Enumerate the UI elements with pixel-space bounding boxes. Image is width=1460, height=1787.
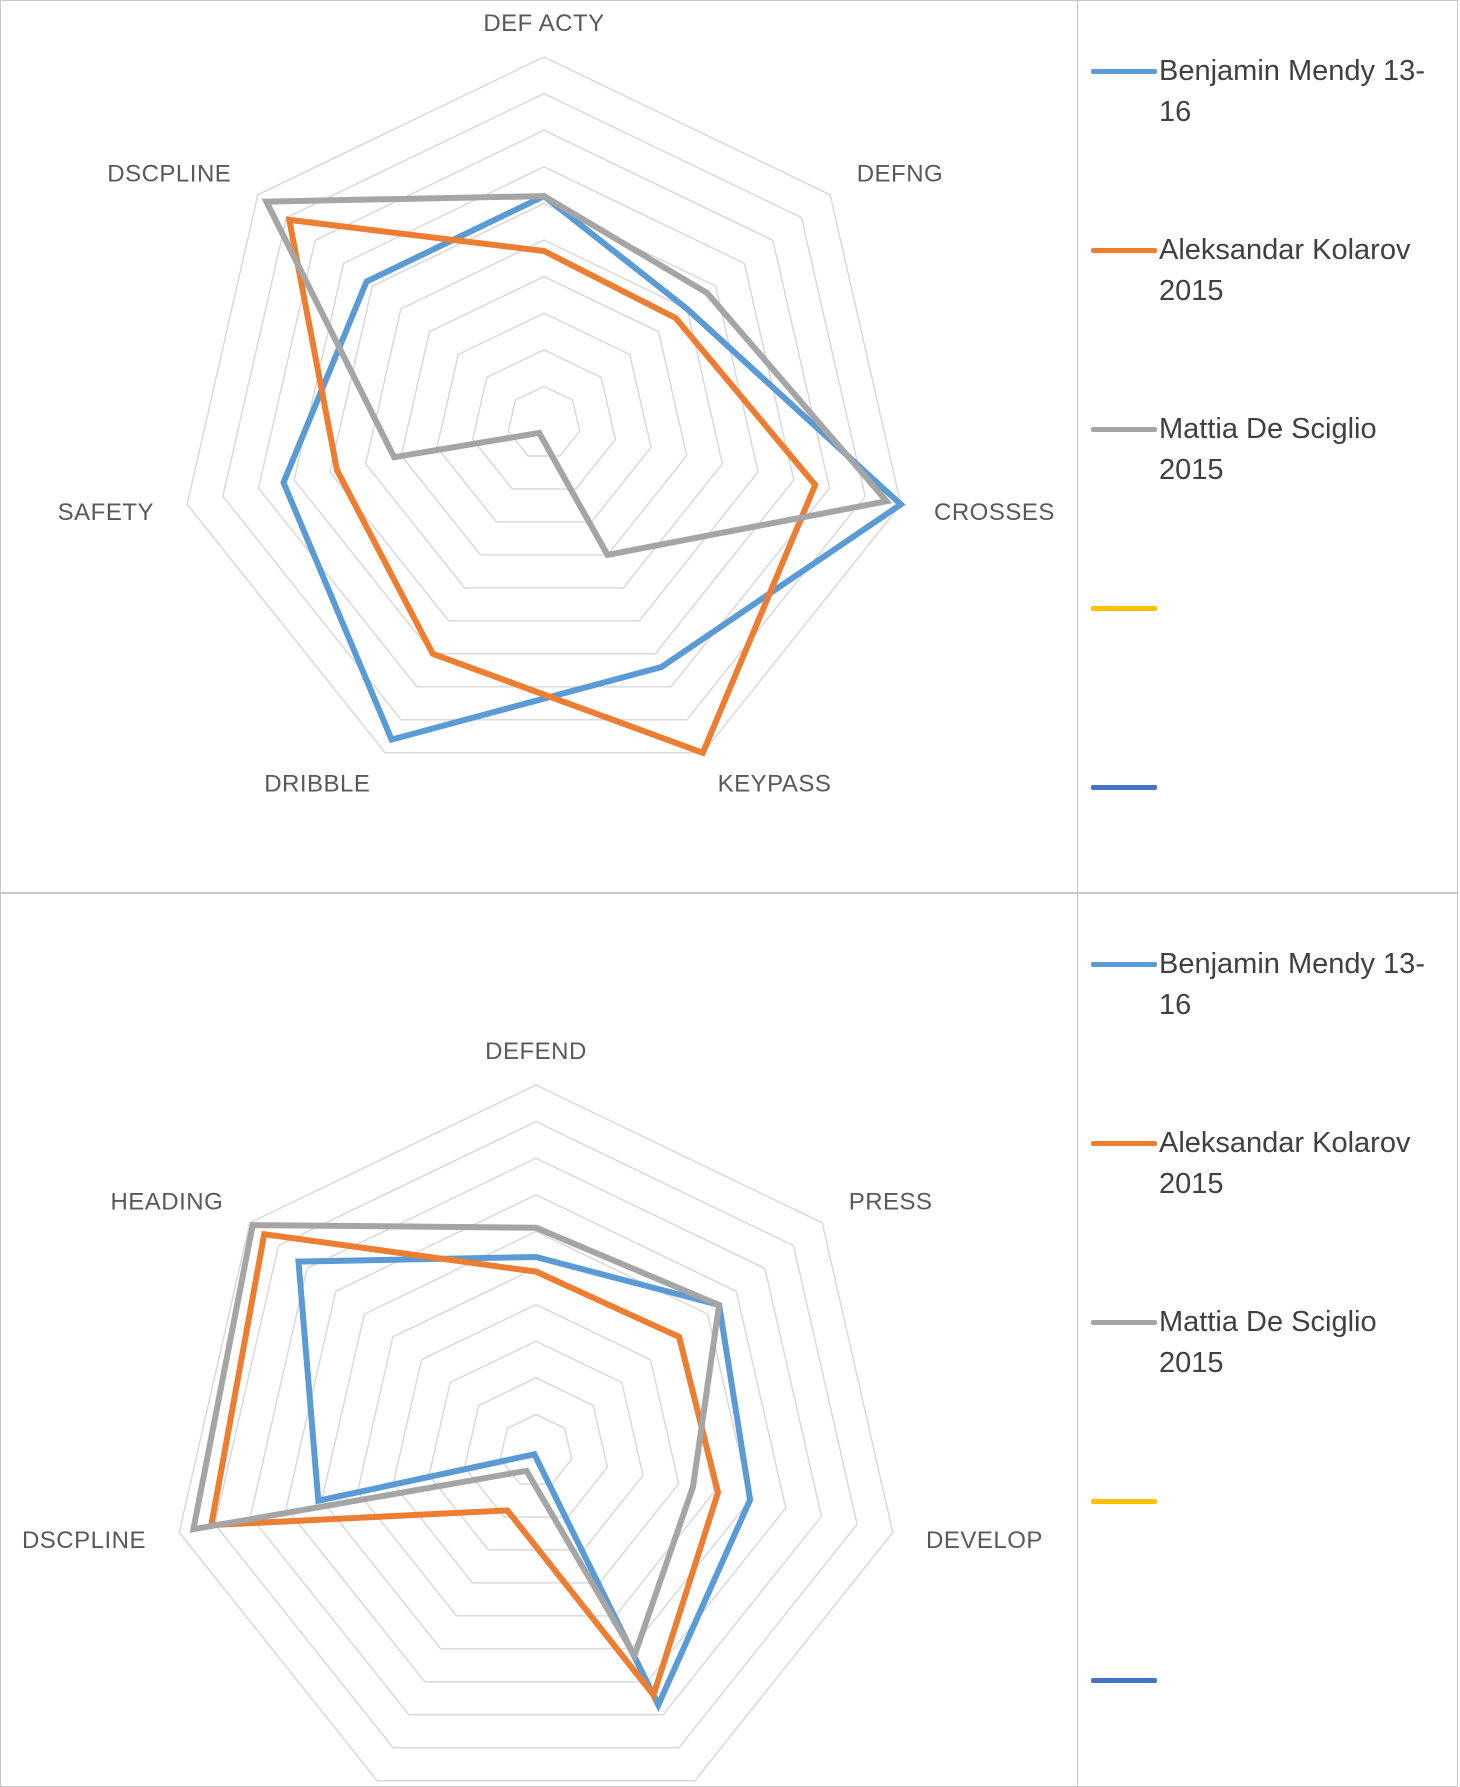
axis-label: DEVELOP	[926, 1527, 1043, 1554]
axis-label: HEADING	[110, 1189, 223, 1216]
legend-label: Aleksandar Kolarov 2015	[1159, 234, 1411, 307]
legend-label: Mattia De Sciglio 2015	[1159, 413, 1377, 486]
axis-label: DRIBBLE	[264, 770, 370, 797]
grid-ring	[186, 56, 902, 754]
series-line	[189, 1222, 723, 1663]
grid-ring	[293, 165, 795, 655]
legend-swatch	[1091, 1678, 1157, 1683]
legend-swatch	[1091, 427, 1157, 432]
legend-item: Aleksandar Kolarov 2015	[1091, 1123, 1451, 1213]
axis-label: SAFETY	[58, 499, 154, 526]
legend-swatch	[1091, 606, 1157, 611]
legend-swatch	[1091, 69, 1157, 74]
series-line	[280, 192, 906, 744]
grid-ring	[400, 275, 688, 556]
series-line	[261, 193, 893, 559]
grid-ring	[285, 1193, 787, 1683]
legend-item: Aleksandar Kolarov 2015	[1091, 230, 1451, 320]
axis-label: KEYPASS	[718, 770, 832, 797]
grid-ring	[249, 1157, 823, 1716]
legend-item	[1091, 1660, 1451, 1750]
axis-label: DSCPLINE	[22, 1527, 146, 1554]
legend-item	[1091, 767, 1451, 857]
axis-label: DEFEND	[485, 1038, 587, 1065]
legend-swatch	[1091, 248, 1157, 253]
legend-swatch	[1091, 1499, 1157, 1504]
legend-item: Mattia De Sciglio 2015	[1091, 1302, 1451, 1392]
grid-ring	[178, 1084, 894, 1782]
axis-label: PRESS	[849, 1189, 933, 1216]
legend-label: Benjamin Mendy 13-16	[1159, 55, 1425, 128]
grid-ring	[356, 1267, 716, 1617]
legend-swatch	[1091, 785, 1157, 790]
grid-ring	[214, 1120, 858, 1749]
grid-ring	[507, 385, 581, 457]
panel-divider	[1077, 894, 1078, 1786]
grid-ring	[428, 1340, 644, 1551]
radar-chart-1: DEF ACTY DEFNG CROSSES KEYPASS DRIBBLE SAFETY…	[58, 10, 1055, 797]
series-line	[295, 1253, 754, 1712]
legend-label: Aleksandar Kolarov 2015	[1159, 1127, 1411, 1200]
axis-label: DEF ACTY	[483, 10, 604, 37]
legend-item	[1091, 1481, 1451, 1571]
grid-ring	[463, 1376, 609, 1518]
grid-ring	[222, 92, 866, 721]
legend-label: Benjamin Mendy 13-16	[1159, 948, 1425, 1021]
radar-panel-1: DEF ACTY DEFNG CROSSES KEYPASS DRIBBLE SAFETY…	[0, 0, 1458, 893]
radar-chart-2: DEFENDPRESSDEVELOPCREATEATTACKDSCPLINEHE…	[22, 1038, 1043, 1782]
grid-ring	[392, 1303, 680, 1584]
legend-swatch	[1091, 1320, 1157, 1325]
series-line	[285, 216, 819, 757]
grid-ring	[436, 312, 652, 523]
grid-ring	[329, 202, 759, 622]
legend-item: Benjamin Mendy 13-16	[1091, 51, 1451, 141]
radar-panel-2: DEFENDPRESSDEVELOPCREATEATTACKDSCPLINEHE…	[0, 893, 1458, 1787]
axis-label: DEFNG	[857, 161, 944, 188]
grid-ring	[471, 348, 617, 490]
legend-swatch	[1091, 1141, 1157, 1146]
axis-label: DSCPLINE	[107, 161, 231, 188]
legend-item: Mattia De Sciglio 2015	[1091, 409, 1451, 499]
series-line	[207, 1230, 722, 1702]
axis-label: CROSSES	[934, 499, 1055, 526]
legend-swatch	[1091, 962, 1157, 967]
panel-divider	[1077, 1, 1078, 892]
legend-label: Mattia De Sciglio 2015	[1159, 1306, 1377, 1379]
legend-item	[1091, 588, 1451, 678]
legend-item: Benjamin Mendy 13-16	[1091, 944, 1451, 1034]
